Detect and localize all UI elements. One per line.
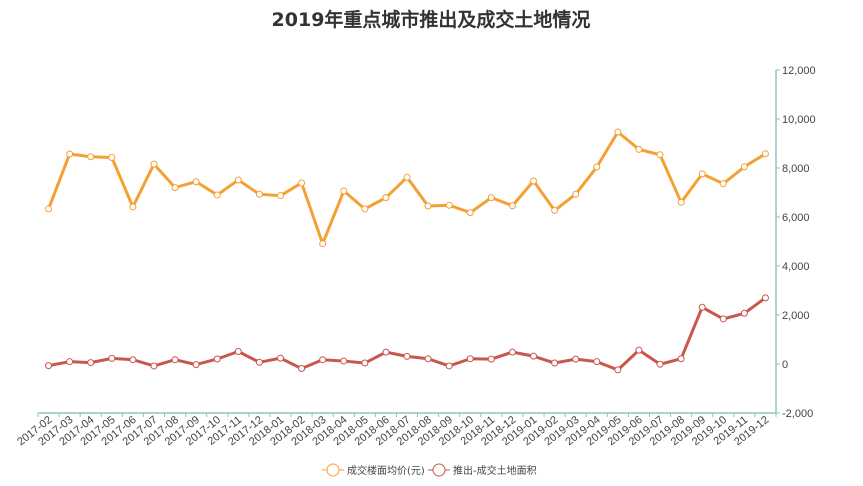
data-point[interactable] (572, 190, 580, 198)
data-point[interactable] (213, 355, 221, 363)
data-point[interactable] (572, 355, 580, 363)
legend-circle-icon (326, 463, 340, 477)
data-point[interactable] (698, 170, 706, 178)
data-point[interactable] (635, 145, 643, 153)
data-point[interactable] (593, 163, 601, 171)
data-point[interactable] (677, 355, 685, 363)
y-tick-label: 8,000 (782, 163, 810, 175)
data-point[interactable] (192, 178, 200, 186)
data-point[interactable] (382, 348, 390, 356)
data-point[interactable] (108, 354, 116, 362)
data-point[interactable] (487, 194, 495, 202)
legend-label: 推出-成交土地面积 (453, 464, 537, 477)
data-point[interactable] (551, 359, 559, 367)
data-point[interactable] (234, 176, 242, 184)
axes: 2017-022017-032017-042017-052017-062017-… (15, 65, 815, 448)
data-point[interactable] (740, 163, 748, 171)
data-point[interactable] (424, 355, 432, 363)
data-point[interactable] (234, 348, 242, 356)
data-point[interactable] (45, 362, 53, 370)
series-2 (45, 294, 769, 374)
data-point[interactable] (87, 359, 95, 367)
legend-circle-icon (432, 463, 446, 477)
data-point[interactable] (255, 190, 263, 198)
data-point[interactable] (403, 173, 411, 181)
series-layer (45, 128, 769, 374)
data-point[interactable] (740, 309, 748, 317)
data-point[interactable] (66, 358, 74, 366)
data-point[interactable] (614, 128, 622, 136)
data-point[interactable] (298, 365, 306, 373)
y-tick-label: 4,000 (782, 261, 810, 273)
data-point[interactable] (656, 360, 664, 368)
data-point[interactable] (150, 362, 158, 370)
y-tick-label: 0 (782, 359, 788, 371)
data-point[interactable] (319, 240, 327, 248)
legend-label: 成交楼面均价(元) (347, 464, 425, 477)
data-point[interactable] (551, 206, 559, 214)
data-point[interactable] (656, 151, 664, 159)
data-point[interactable] (213, 191, 221, 199)
data-point[interactable] (466, 209, 474, 217)
data-point[interactable] (340, 357, 348, 365)
data-point[interactable] (593, 358, 601, 366)
data-point[interactable] (719, 180, 727, 188)
data-point[interactable] (108, 153, 116, 161)
data-point[interactable] (382, 194, 390, 202)
data-point[interactable] (614, 366, 622, 374)
data-point[interactable] (445, 201, 453, 209)
data-point[interactable] (403, 352, 411, 360)
data-point[interactable] (129, 356, 137, 364)
data-point[interactable] (761, 150, 769, 158)
y-tick-label: 2,000 (782, 310, 810, 322)
data-point[interactable] (677, 198, 685, 206)
data-point[interactable] (361, 359, 369, 367)
data-point[interactable] (719, 315, 727, 323)
data-point[interactable] (298, 179, 306, 187)
data-point[interactable] (276, 354, 284, 362)
legend[interactable]: 成交楼面均价(元) 推出-成交土地面积 (322, 463, 537, 477)
data-point[interactable] (487, 355, 495, 363)
y-tick-label: 6,000 (782, 212, 810, 224)
data-point[interactable] (255, 358, 263, 366)
data-point[interactable] (171, 184, 179, 192)
data-point[interactable] (508, 348, 516, 356)
data-point[interactable] (530, 177, 538, 185)
data-point[interactable] (276, 192, 284, 200)
data-point[interactable] (635, 346, 643, 354)
chart-title: 2019年重点城市推出及成交土地情况 (272, 8, 591, 31)
data-point[interactable] (171, 356, 179, 364)
data-point[interactable] (445, 362, 453, 370)
data-point[interactable] (87, 153, 95, 161)
y-tick-label: 12,000 (782, 65, 816, 77)
data-point[interactable] (508, 202, 516, 210)
data-point[interactable] (319, 356, 327, 364)
legend-item-1[interactable]: 成交楼面均价(元) (322, 463, 425, 477)
data-point[interactable] (361, 205, 369, 213)
y-tick-label: 10,000 (782, 114, 816, 126)
data-point[interactable] (424, 202, 432, 210)
data-point[interactable] (150, 160, 158, 168)
legend-item-2[interactable]: 推出-成交土地面积 (428, 463, 537, 477)
data-point[interactable] (45, 205, 53, 213)
data-point[interactable] (192, 361, 200, 369)
data-point[interactable] (761, 294, 769, 302)
data-point[interactable] (530, 352, 538, 360)
data-point[interactable] (66, 150, 74, 158)
data-point[interactable] (466, 355, 474, 363)
data-point[interactable] (340, 187, 348, 195)
y-tick-label: -2,000 (782, 408, 813, 420)
series-1 (45, 128, 769, 248)
data-point[interactable] (698, 303, 706, 311)
series-line (47, 130, 767, 246)
data-point[interactable] (129, 203, 137, 211)
